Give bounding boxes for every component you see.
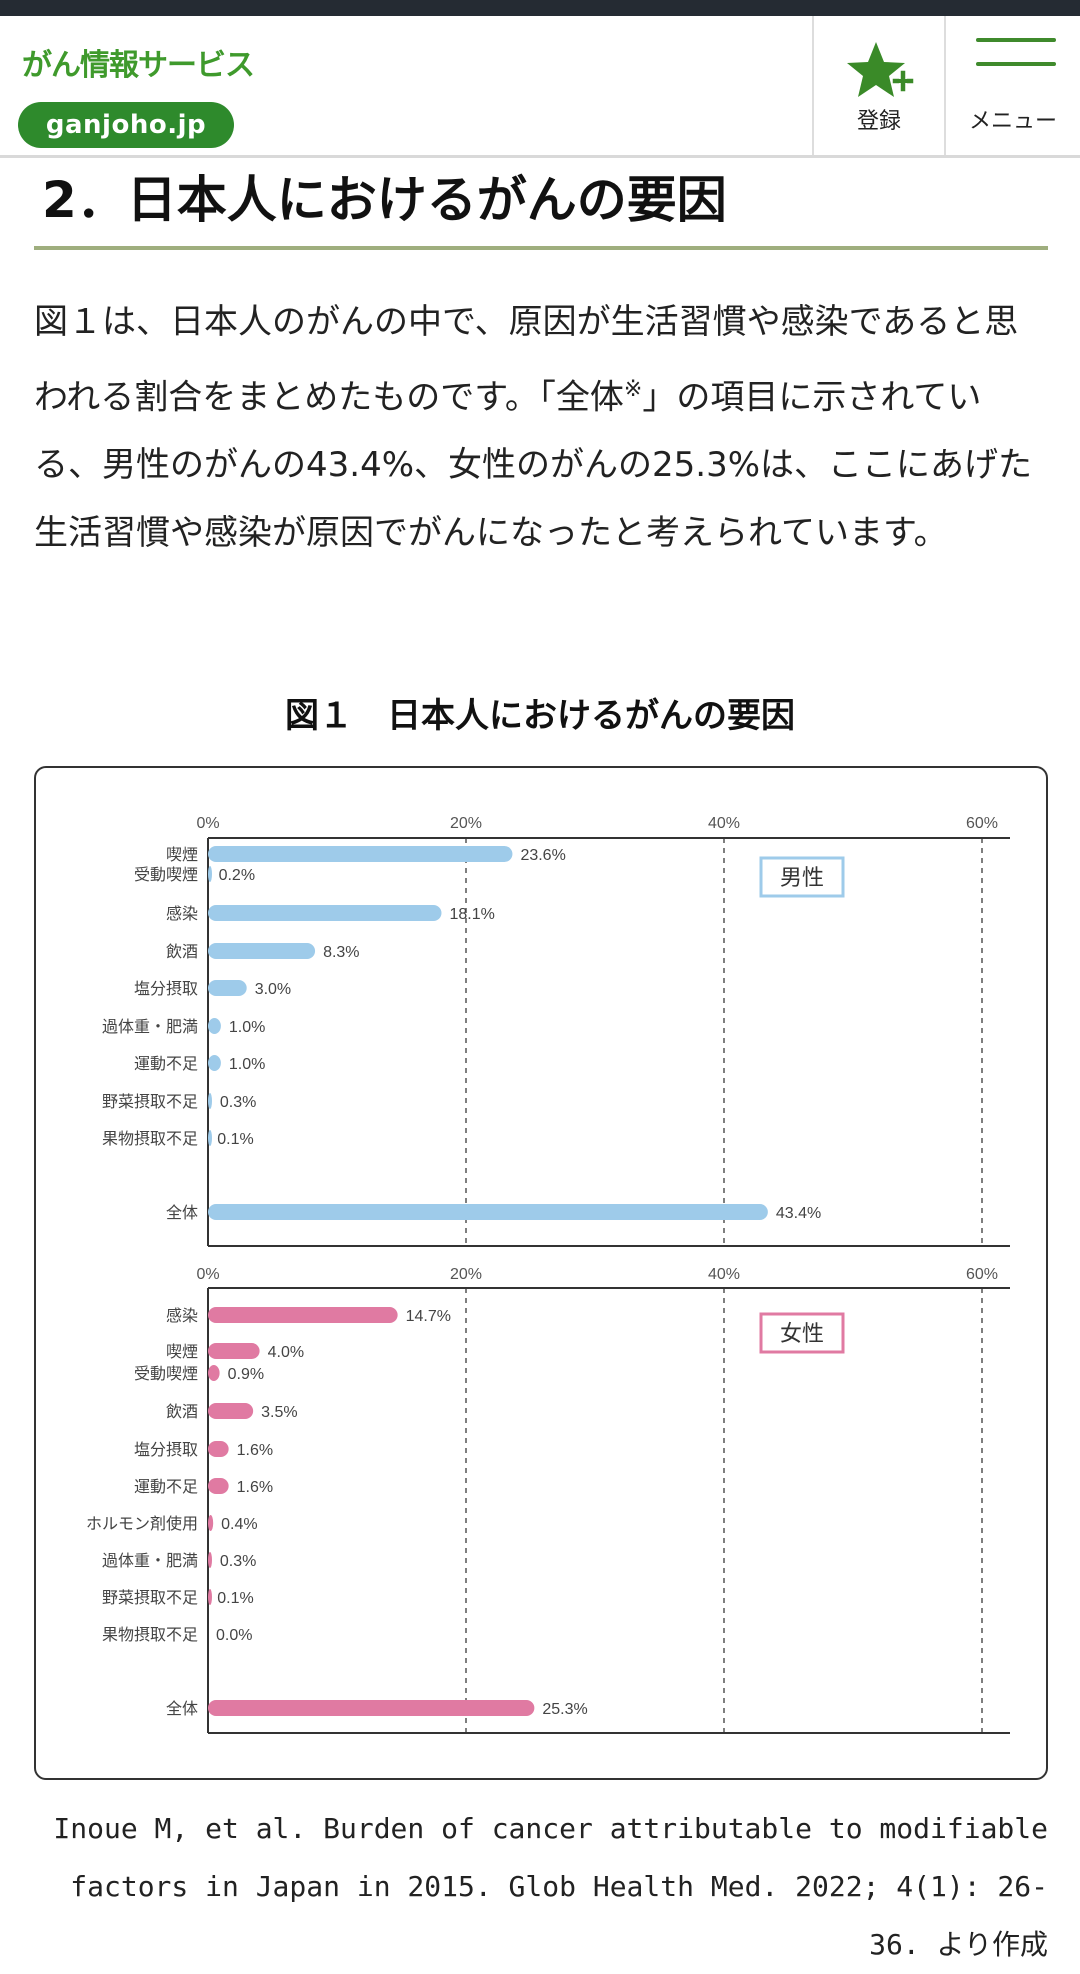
female-bar [208,1403,254,1419]
male-value-label: 1.0% [229,1019,265,1036]
female-x-tick-label: 40% [708,1266,740,1283]
male-category-label: 感染 [166,904,198,923]
hamburger-icon [976,38,1056,92]
status-bar [0,0,1080,16]
female-bar [208,1589,212,1605]
female-bar [208,1552,212,1568]
female-category-label: 受動喫煙 [134,1364,198,1383]
female-category-label: 喫煙 [166,1342,198,1361]
male-x-tick-label: 60% [966,815,998,832]
citation: Inoue M, et al. Burden of cancer attribu… [53,1812,1048,1961]
female-bar [208,1343,260,1359]
male-category-label: 受動喫煙 [134,865,198,884]
intro-text-2: 」の項目に示されている、男性のがんの43.4%、女性のがんの25.3%は、ここに… [34,377,1033,554]
female-category-label: 全体 [166,1699,198,1718]
register-label: 登録 [856,109,901,134]
male-bar [208,1204,768,1220]
figure-title: 図１ 日本人におけるがんの要因 [285,696,795,736]
female-category-label: 果物摂取不足 [102,1625,198,1644]
female-value-label: 14.7% [406,1308,451,1325]
female-bar [208,1700,535,1716]
male-value-label: 1.0% [229,1056,265,1073]
male-value-label: 18.1% [449,906,494,923]
female-bar [208,1441,229,1457]
male-legend-label: 男性 [780,866,824,891]
female-value-label: 4.0% [268,1344,304,1361]
female-bar [208,1365,220,1381]
male-x-tick-label: 40% [708,815,740,832]
female-category-label: 過体重・肥満 [102,1551,198,1570]
male-value-label: 8.3% [323,944,359,961]
female-category-label: 塩分摂取 [134,1440,198,1459]
male-bar [208,1093,212,1109]
menu-label: メニュー [968,109,1057,134]
male-value-label: 0.3% [220,1094,256,1111]
female-value-label: 3.5% [261,1404,297,1421]
female-value-label: 0.4% [221,1516,257,1533]
male-bar [208,1130,212,1146]
register-button[interactable]: 登録 [812,16,944,155]
star-plus-icon [847,42,915,97]
male-bar [208,905,442,921]
female-value-label: 0.1% [217,1590,253,1607]
female-category-label: 飲酒 [166,1402,198,1421]
female-value-label: 1.6% [237,1442,273,1459]
female-category-label: 運動不足 [134,1477,198,1496]
male-bar [208,1018,221,1034]
female-bar [208,1478,229,1494]
logo-text: がん情報サービス [22,48,255,83]
female-value-label: 1.6% [237,1479,273,1496]
logo-domain: ganjoho.jp [18,102,234,148]
intro-paragraph: 図１は、日本人のがんの中で、原因が生活習慣や感染であると思われる割合をまとめたも… [34,288,1048,567]
female-x-tick-label: 20% [450,1266,482,1283]
menu-button[interactable]: メニュー [944,16,1080,155]
male-category-label: 野菜摂取不足 [102,1092,198,1111]
site-header: がん情報サービス ganjoho.jp 登録 メニュー [0,16,1080,158]
female-legend-box [759,1312,845,1354]
female-category-label: 感染 [166,1306,198,1325]
male-category-label: 運動不足 [134,1054,198,1073]
male-category-label: 果物摂取不足 [102,1129,198,1148]
male-value-label: 23.6% [520,847,565,864]
female-value-label: 0.9% [228,1366,264,1383]
female-bar [208,1307,398,1323]
female-category-label: ホルモン剤使用 [86,1514,198,1533]
male-x-tick-label: 0% [196,815,219,832]
male-category-label: 喫煙 [166,845,198,864]
female-value-label: 0.0% [216,1627,252,1644]
female-value-label: 25.3% [542,1701,587,1718]
female-value-label: 0.3% [220,1553,256,1570]
chart-container: 0% 20% 40% 60% 喫煙 23.6% 受動喫煙 0.2% 感染 18.1% 飲酒 8.3% 塩… [34,766,1048,1780]
female-bar [208,1515,214,1531]
female-category-label: 野菜摂取不足 [102,1588,198,1607]
male-bar [208,980,247,996]
male-category-label: 過体重・肥満 [102,1017,198,1036]
male-bar [208,1055,221,1071]
male-bar [208,943,316,959]
male-category-label: 全体 [166,1203,198,1222]
female-x-tick-label: 0% [196,1266,219,1283]
section-title: 2．日本人におけるがんの要因 [34,168,1048,250]
intro-text-1: 図１は、日本人のがんの中で、原因が生活習慣や感染であると思われる割合をまとめたも… [34,302,1019,418]
male-legend-box [759,856,845,898]
male-value-label: 0.2% [219,867,255,884]
female-x-tick-label: 60% [966,1266,998,1283]
male-bar [208,866,212,882]
male-value-label: 3.0% [255,981,291,998]
male-category-label: 塩分摂取 [134,979,198,998]
male-bar [208,846,513,862]
female-legend-label: 女性 [780,1322,824,1347]
footnote-mark: ※ [623,377,643,402]
male-value-label: 0.1% [217,1131,253,1148]
male-x-tick-label: 20% [450,815,482,832]
attribution-bar-chart: 0% 20% 40% 60% 喫煙 23.6% 受動喫煙 0.2% 感染 18.1% 飲酒 8.3% 塩… [86,815,1010,1734]
male-value-label: 43.4% [776,1205,821,1222]
male-category-label: 飲酒 [166,942,198,961]
site-logo[interactable]: がん情報サービス ganjoho.jp [18,40,255,150]
